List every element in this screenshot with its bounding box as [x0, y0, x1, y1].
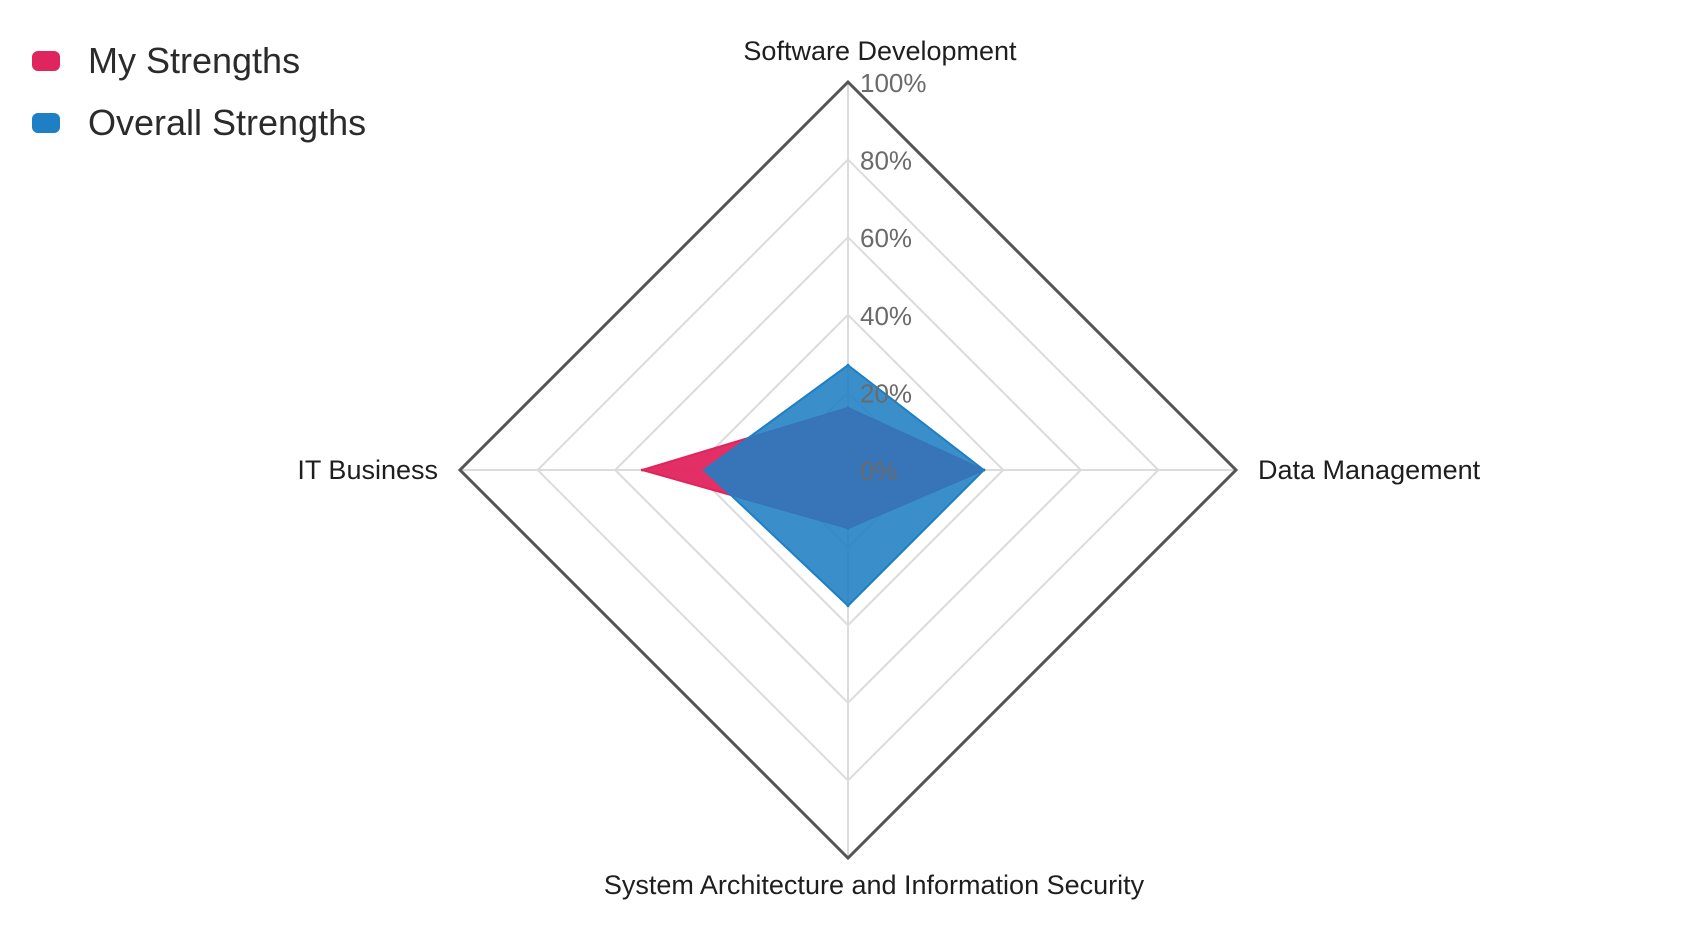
axis-label-it-business: IT Business: [297, 455, 438, 485]
legend-swatch-overall-strengths: [32, 113, 60, 133]
axis-label-system-architecture-and-information-security: System Architecture and Information Secu…: [604, 870, 1145, 900]
legend-label-overall-strengths: Overall Strengths: [88, 102, 367, 143]
tick-label-4: 80%: [860, 146, 912, 176]
data-point-overall-strengths-it-business: [702, 468, 706, 472]
legend-swatch-my-strengths: [32, 51, 60, 71]
axis-label-software-development: Software Development: [743, 36, 1017, 66]
data-point-my-strengths-it-business: [640, 468, 644, 472]
outer-frame: [457, 79, 1239, 861]
legend-item-my-strengths[interactable]: My Strengths: [32, 30, 366, 92]
series-area-overall-strengths: [703, 364, 985, 607]
tick-label-0: 0%: [860, 456, 898, 486]
data-point-overall-strengths-software-development: [846, 363, 850, 367]
data-point-overall-strengths-data-management: [982, 468, 986, 472]
tick-label-1: 20%: [860, 378, 912, 408]
legend-label-my-strengths: My Strengths: [88, 40, 301, 81]
legend-item-overall-strengths[interactable]: Overall Strengths: [32, 92, 366, 154]
tick-label-2: 40%: [860, 301, 912, 331]
tick-label-5: 100%: [860, 68, 927, 98]
tick-label-3: 60%: [860, 223, 912, 253]
axis-label-data-management: Data Management: [1258, 455, 1481, 485]
legend: My Strengths Overall Strengths: [32, 30, 366, 154]
data-point-overall-strengths-system-architecture-and-information-security: [846, 604, 850, 608]
